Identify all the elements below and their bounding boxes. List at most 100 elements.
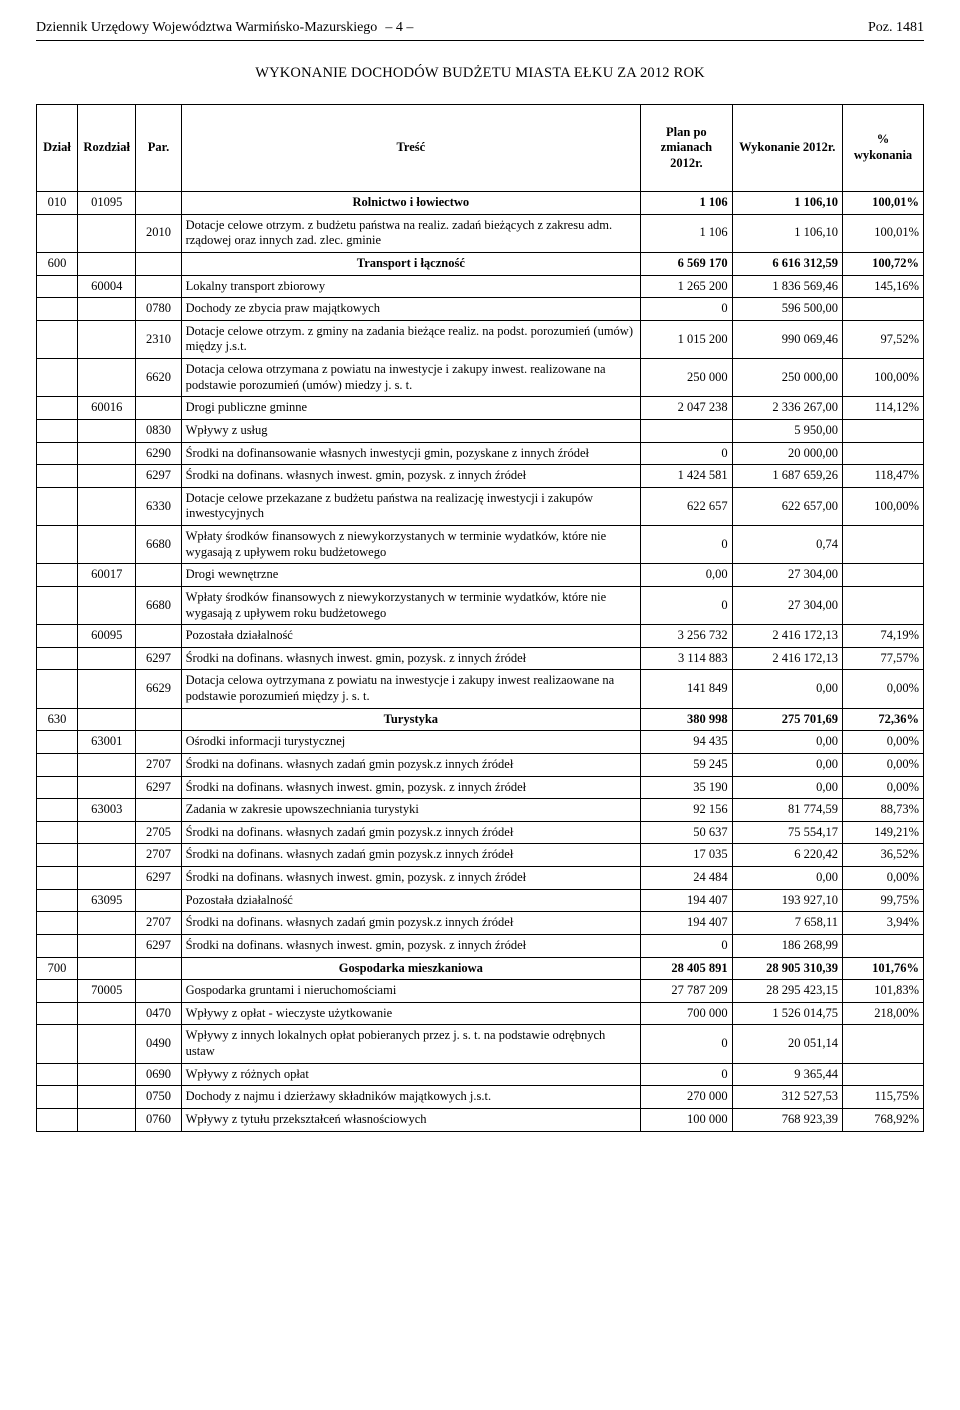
cell-plan: 0 <box>641 442 732 465</box>
cell-tresc: Dochody ze zbycia praw majątkowych <box>181 298 641 321</box>
cell-pct <box>842 442 923 465</box>
cell-wyk: 1 106,10 <box>732 192 842 215</box>
cell-rozdzial <box>78 1063 136 1086</box>
cell-tresc: Dotacja celowa oytrzymana z powiatu na i… <box>181 670 641 708</box>
cell-plan: 17 035 <box>641 844 732 867</box>
cell-par: 2707 <box>136 912 181 935</box>
col-pct: % wykonania <box>842 105 923 192</box>
cell-tresc: Wpływy z tytułu przekształceń własnościo… <box>181 1108 641 1131</box>
table-row: 6290Środki na dofinansowanie własnych in… <box>37 442 924 465</box>
table-row: 63095Pozostała działalność194 407193 927… <box>37 889 924 912</box>
table-row: 6680Wpłaty środków finansowych z niewyko… <box>37 586 924 624</box>
cell-par: 6297 <box>136 867 181 890</box>
cell-tresc: Dotacje celowe przekazane z budżetu pańs… <box>181 487 641 525</box>
cell-plan: 1 015 200 <box>641 320 732 358</box>
cell-wyk: 622 657,00 <box>732 487 842 525</box>
cell-rozdzial <box>78 867 136 890</box>
cell-rozdzial <box>78 252 136 275</box>
table-row: 60095Pozostała działalność3 256 7322 416… <box>37 625 924 648</box>
cell-pct <box>842 526 923 564</box>
table-row: 0830Wpływy z usług5 950,00 <box>37 419 924 442</box>
cell-par <box>136 708 181 731</box>
cell-dzial <box>37 1025 78 1063</box>
cell-wyk: 1 106,10 <box>732 214 842 252</box>
cell-plan: 1 424 581 <box>641 465 732 488</box>
cell-dzial <box>37 487 78 525</box>
cell-dzial <box>37 867 78 890</box>
cell-rozdzial <box>78 487 136 525</box>
cell-plan: 622 657 <box>641 487 732 525</box>
cell-par <box>136 799 181 822</box>
col-tresc: Treść <box>181 105 641 192</box>
page: Dziennik Urzędowy Województwa Warmińsko-… <box>0 0 960 1172</box>
col-par: Par. <box>136 105 181 192</box>
cell-par: 6297 <box>136 647 181 670</box>
cell-plan: 0 <box>641 1025 732 1063</box>
cell-rozdzial: 63003 <box>78 799 136 822</box>
cell-rozdzial <box>78 647 136 670</box>
table-row: 6629Dotacja celowa oytrzymana z powiatu … <box>37 670 924 708</box>
cell-tresc: Drogi publiczne gminne <box>181 397 641 420</box>
cell-dzial <box>37 1086 78 1109</box>
page-title: WYKONANIE DOCHODÓW BUDŻETU MIASTA EŁKU Z… <box>36 65 924 82</box>
cell-tresc: Środki na dofinans. własnych inwest. gmi… <box>181 934 641 957</box>
cell-rozdzial: 63001 <box>78 731 136 754</box>
cell-plan: 24 484 <box>641 867 732 890</box>
cell-dzial <box>37 821 78 844</box>
cell-rozdzial <box>78 1002 136 1025</box>
cell-wyk: 27 304,00 <box>732 564 842 587</box>
table-row: 0780Dochody ze zbycia praw majątkowych05… <box>37 298 924 321</box>
cell-plan: 700 000 <box>641 1002 732 1025</box>
cell-wyk: 28 905 310,39 <box>732 957 842 980</box>
cell-par: 6680 <box>136 586 181 624</box>
cell-rozdzial <box>78 419 136 442</box>
cell-par: 2707 <box>136 753 181 776</box>
cell-plan: 1 106 <box>641 214 732 252</box>
cell-rozdzial <box>78 934 136 957</box>
cell-rozdzial <box>78 753 136 776</box>
cell-plan: 270 000 <box>641 1086 732 1109</box>
cell-pct: 0,00% <box>842 731 923 754</box>
cell-plan: 35 190 <box>641 776 732 799</box>
cell-dzial <box>37 753 78 776</box>
cell-pct: 0,00% <box>842 670 923 708</box>
col-rozdzial: Rozdział <box>78 105 136 192</box>
table-row: 6297Środki na dofinans. własnych inwest.… <box>37 647 924 670</box>
cell-tresc: Dochody z najmu i dzierżawy składników m… <box>181 1086 641 1109</box>
cell-pct: 115,75% <box>842 1086 923 1109</box>
cell-wyk: 27 304,00 <box>732 586 842 624</box>
cell-rozdzial <box>78 526 136 564</box>
cell-plan: 59 245 <box>641 753 732 776</box>
cell-pct <box>842 298 923 321</box>
cell-rozdzial <box>78 957 136 980</box>
cell-pct: 100,01% <box>842 214 923 252</box>
cell-plan: 250 000 <box>641 359 732 397</box>
table-row: 700Gospodarka mieszkaniowa28 405 89128 9… <box>37 957 924 980</box>
cell-wyk: 6 616 312,59 <box>732 252 842 275</box>
header-poz: Poz. 1481 <box>868 20 924 36</box>
cell-plan: 141 849 <box>641 670 732 708</box>
cell-tresc: Wpłaty środków finansowych z niewykorzys… <box>181 586 641 624</box>
cell-tresc: Wpłaty środków finansowych z niewykorzys… <box>181 526 641 564</box>
cell-par: 2705 <box>136 821 181 844</box>
cell-tresc: Gospodarka gruntami i nieruchomościami <box>181 980 641 1003</box>
cell-rozdzial: 70005 <box>78 980 136 1003</box>
cell-wyk: 28 295 423,15 <box>732 980 842 1003</box>
cell-plan: 194 407 <box>641 889 732 912</box>
journal-name: Dziennik Urzędowy Województwa Warmińsko-… <box>36 20 377 36</box>
table-row: 2707Środki na dofinans. własnych zadań g… <box>37 912 924 935</box>
cell-plan: 3 114 883 <box>641 647 732 670</box>
cell-tresc: Środki na dofinans. własnych zadań gmin … <box>181 912 641 935</box>
cell-pct: 101,83% <box>842 980 923 1003</box>
cell-wyk: 596 500,00 <box>732 298 842 321</box>
cell-par <box>136 980 181 1003</box>
cell-wyk: 0,74 <box>732 526 842 564</box>
table-row: 0490Wpływy z innych lokalnych opłat pobi… <box>37 1025 924 1063</box>
cell-dzial <box>37 625 78 648</box>
cell-wyk: 9 365,44 <box>732 1063 842 1086</box>
cell-par: 0470 <box>136 1002 181 1025</box>
cell-tresc: Pozostała działalność <box>181 889 641 912</box>
cell-wyk: 20 051,14 <box>732 1025 842 1063</box>
table-row: 63001Ośrodki informacji turystycznej94 4… <box>37 731 924 754</box>
cell-dzial <box>37 526 78 564</box>
